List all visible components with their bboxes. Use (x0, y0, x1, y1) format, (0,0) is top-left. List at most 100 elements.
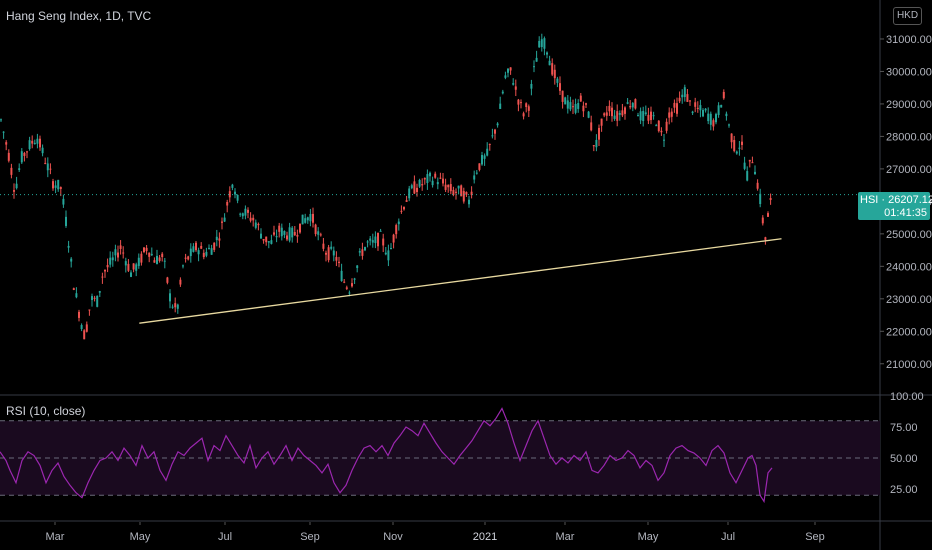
candle-body (249, 217, 252, 221)
price-tick-label: 31000.00 (886, 34, 932, 46)
candle-body (78, 311, 80, 318)
candle-body (473, 175, 476, 180)
rsi-title[interactable]: RSI (10, close) (6, 404, 86, 418)
candle-body (478, 163, 481, 170)
candle-body (189, 248, 192, 257)
candle-body (689, 100, 691, 102)
candle-body (429, 172, 431, 177)
candle-body (410, 185, 413, 189)
candle-body (327, 247, 330, 261)
candle-body (254, 222, 257, 228)
candle-body (332, 250, 335, 256)
candle-body (613, 115, 616, 119)
candle-body (759, 193, 762, 205)
candle-body (483, 155, 486, 159)
candle-body (725, 113, 728, 117)
candle-body (197, 250, 200, 255)
candle-body (603, 113, 606, 116)
candle-body (291, 227, 294, 238)
time-tick-label: Jul (218, 531, 232, 543)
candle-body (756, 182, 759, 189)
candle-body (733, 139, 736, 152)
candle-body (657, 120, 660, 132)
candle-body (403, 207, 405, 210)
chart-title: Hang Seng Index, 1D, TVC (6, 9, 152, 23)
candle-body (278, 225, 281, 232)
candle-body (696, 107, 699, 109)
candle-body (421, 184, 424, 186)
candle-body (345, 287, 348, 289)
candle-body (494, 129, 496, 134)
candle-body (486, 148, 489, 156)
candle-body (301, 214, 304, 225)
candle-body (85, 324, 88, 332)
trendline[interactable] (139, 238, 782, 324)
candle-body (338, 261, 340, 263)
currency-button[interactable]: HKD (893, 7, 922, 25)
candle-body (728, 124, 730, 126)
last-price-value: 26207.12 (888, 194, 932, 206)
candle-body (535, 57, 538, 62)
candle-body (598, 127, 600, 140)
candle-body (408, 188, 411, 199)
candle-body (650, 111, 652, 121)
candle-body (481, 155, 483, 165)
rsi-line (0, 407, 773, 504)
candle-body (223, 217, 226, 222)
candle-body (590, 122, 593, 131)
candle-body (218, 238, 221, 241)
candle-body (439, 177, 442, 179)
candle-body (288, 227, 291, 241)
rsi-axis[interactable]: 25.00 50.00 75.00 100.00 (890, 391, 924, 496)
candle-body (343, 281, 346, 283)
candle-body (548, 60, 551, 66)
candle-body (148, 252, 151, 257)
candle-body (462, 191, 465, 202)
candle-body (65, 216, 67, 226)
candle-body (104, 270, 106, 272)
candle-body (616, 111, 619, 121)
time-tick-label: Mar (46, 531, 65, 543)
candle-body (379, 230, 382, 232)
candle-body (460, 185, 463, 197)
candle-body (353, 278, 356, 280)
candle-body (395, 225, 398, 235)
candle-body (561, 90, 564, 102)
candle-body (176, 304, 179, 309)
candle-body (80, 325, 83, 330)
candle-body (127, 263, 130, 271)
candle-body (314, 224, 317, 235)
candle-body (161, 253, 164, 258)
candle-body (527, 106, 530, 111)
candle-body (62, 198, 65, 205)
candle-body (470, 191, 473, 195)
price-tick-label: 21000.00 (886, 359, 932, 371)
candle-body (187, 256, 190, 260)
candle-body (335, 257, 338, 261)
candle-body (299, 223, 301, 233)
candle-body (520, 102, 522, 104)
candle-body (712, 120, 715, 127)
candle-body (18, 168, 21, 170)
time-axis[interactable]: Mar May Jul Sep Nov 2021 Mar May Jul Sep (46, 522, 825, 543)
candle-body (377, 233, 379, 247)
time-tick-label: Jul (721, 531, 735, 543)
candle-body (366, 241, 369, 243)
candle-body (639, 111, 642, 121)
candle-body (283, 231, 286, 235)
candle-body (130, 272, 132, 277)
candle-body (585, 103, 587, 105)
candle-body (140, 253, 143, 263)
candle-body (447, 184, 450, 188)
candle-body (681, 94, 684, 98)
candle-body (231, 184, 234, 188)
candle-body (556, 78, 559, 83)
candle-body (465, 192, 468, 195)
candle-body (270, 240, 273, 244)
candle-body (309, 213, 312, 222)
rsi-tick-label: 75.00 (890, 422, 918, 434)
candle-body (351, 283, 353, 287)
candle-body (93, 297, 96, 299)
candle-body (704, 108, 707, 111)
